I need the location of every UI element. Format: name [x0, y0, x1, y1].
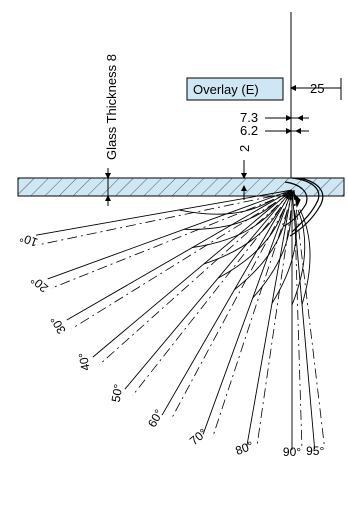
- hinge-arc-95: [299, 209, 311, 305]
- door-position-dashline-40: [98, 191, 294, 366]
- hinge-arc-80: [271, 210, 297, 304]
- door-position-dashline-70: [212, 190, 295, 438]
- hinge-arc-30: [192, 204, 279, 248]
- dimension-25: 25: [290, 78, 342, 100]
- dimension-7-3: 7.3: [240, 110, 309, 125]
- hinge-arc-10: [178, 198, 274, 215]
- dimension-6-2-label: 6.2: [240, 123, 258, 138]
- overlay-label: Overlay (E): [193, 82, 259, 97]
- door-position-line-50: [124, 189, 293, 390]
- door-position-line-30: [66, 189, 293, 321]
- angle-label-90: 90°: [283, 445, 301, 459]
- angle-label-95: 95°: [306, 444, 324, 458]
- door-position-line-40: [92, 189, 293, 358]
- angle-label-10: 10°: [18, 230, 40, 249]
- door-position-line-20: [47, 189, 293, 280]
- angle-label-40: 40°: [76, 351, 93, 372]
- angle-label-30: 30°: [47, 313, 68, 336]
- hinge-arc-60: [234, 210, 288, 290]
- hinge-arc-20: [183, 202, 276, 230]
- dimension-2-label: 2: [237, 145, 252, 152]
- door-position-dashline-95: [293, 189, 326, 449]
- angle-label-20: 20°: [28, 273, 51, 296]
- hinge-arc-70: [252, 210, 292, 299]
- dimension-25-label: 25: [310, 81, 324, 96]
- door-position-line-10: [35, 189, 293, 236]
- door-position-dashline-50: [132, 191, 294, 396]
- door-position-line-70: [202, 189, 293, 435]
- angle-label-50: 50°: [109, 383, 126, 404]
- hinge-arc-50: [217, 209, 285, 279]
- door-position-line-95: [291, 189, 316, 450]
- hinge-arc-40: [203, 207, 281, 265]
- dimension-2: 2: [237, 145, 252, 200]
- angle-label-70: 70°: [187, 426, 210, 449]
- dimension-7-3-label: 7.3: [240, 110, 258, 125]
- door-position-line-60: [161, 189, 293, 416]
- door-swing-positions: 10° 20° 30° 40° 50° 60° 70° 80° 90° 95°: [18, 189, 326, 459]
- hinge-arc-90: [291, 209, 306, 306]
- glass-thickness-label: Glass Thickness 8: [104, 54, 119, 160]
- glass-panel-hatch: [18, 178, 344, 196]
- door-position-dashline-60: [170, 190, 295, 421]
- door-position-dashline-20: [50, 191, 293, 289]
- overlay-label-box: Overlay (E): [186, 77, 284, 101]
- dimension-6-2: 6.2: [240, 123, 309, 138]
- door-position-dashline-10: [37, 191, 293, 246]
- door-position-dashline-30: [71, 191, 294, 330]
- glass-panel: [17, 177, 345, 197]
- door-position-dashline-90: [293, 189, 303, 451]
- glass-thickness-dimension: Glass Thickness 8: [104, 54, 119, 206]
- angle-label-60: 60°: [145, 407, 166, 430]
- door-position-line-80: [246, 189, 293, 447]
- angle-label-80: 80°: [234, 438, 256, 457]
- door-position-dashline-80: [256, 190, 295, 448]
